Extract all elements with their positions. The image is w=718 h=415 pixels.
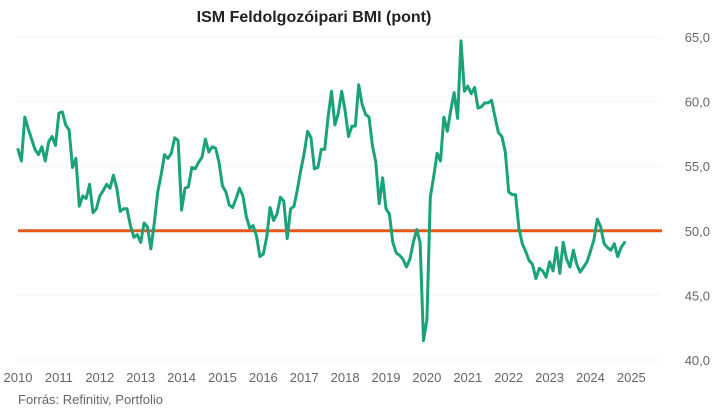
x-tick-label: 2019 <box>372 370 401 385</box>
x-tick-label: 2014 <box>167 370 196 385</box>
y-tick-label: 50,0 <box>685 224 710 239</box>
y-tick-label: 60,0 <box>685 95 710 110</box>
x-tick-label: 2015 <box>208 370 237 385</box>
y-tick-label: 45,0 <box>685 288 710 303</box>
series-line-bmi <box>16 39 626 343</box>
chart-title: ISM Feldolgozóipari BMI (pont) <box>197 9 432 26</box>
x-tick-label: 2024 <box>576 370 605 385</box>
x-tick-label: 2010 <box>4 370 33 385</box>
x-tick-label: 2012 <box>85 370 114 385</box>
x-tick-label: 2020 <box>412 370 441 385</box>
y-axis-tick-labels: 40,0 45,0 50,0 55,0 60,0 65,0 <box>685 30 710 368</box>
x-tick-label: 2022 <box>494 370 523 385</box>
x-tick-label: 2023 <box>535 370 564 385</box>
x-axis-tick-labels: 2010 2011 2012 2013 2014 2015 2016 2017 2018 2019… <box>4 370 646 385</box>
x-tick-label: 2016 <box>249 370 278 385</box>
y-tick-label: 40,0 <box>685 353 710 368</box>
grid-lines <box>18 36 662 361</box>
source-note: Forrás: Refinitiv, Portfolio <box>18 392 163 407</box>
x-tick-label: 2013 <box>126 370 155 385</box>
x-tick-label: 2018 <box>331 370 360 385</box>
y-tick-label: 55,0 <box>685 159 710 174</box>
y-tick-label: 65,0 <box>685 30 710 45</box>
x-tick-label: 2025 <box>617 370 646 385</box>
x-tick-label: 2011 <box>45 370 73 385</box>
x-tick-label: 2017 <box>290 370 319 385</box>
x-tick-label: 2021 <box>453 370 482 385</box>
